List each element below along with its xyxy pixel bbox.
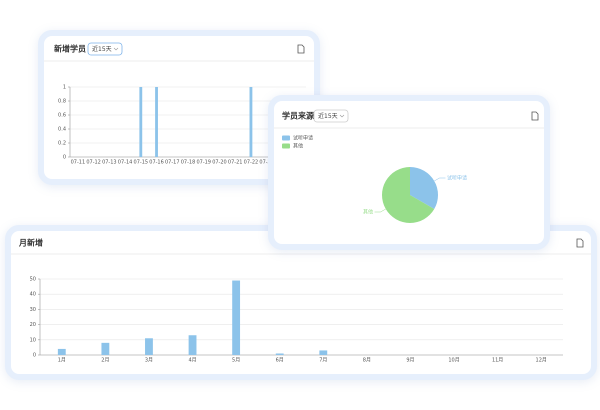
y-tick-label: 0.2 — [58, 141, 66, 147]
x-tick-label: 6月 — [276, 358, 284, 364]
dropdown-label: 近15天 — [92, 45, 112, 53]
legend-label: 试听申请 — [293, 135, 313, 142]
dropdown-arrow — [113, 47, 119, 51]
pie-slice — [410, 167, 439, 209]
card: 月新增 0 10 20 30 40 50 1月 2月 3月 4月 5月 6月 7月 8月 9月 10月 11月 1… — [5, 225, 597, 380]
y-tick-label: 50 — [30, 277, 36, 283]
bar — [319, 350, 328, 355]
x-tick-label: 07-13 — [102, 160, 117, 166]
y-tick-label: 1 — [63, 85, 66, 91]
bar — [155, 87, 158, 157]
x-tick-label: 5月 — [232, 358, 240, 364]
legend-swatch — [282, 135, 290, 141]
x-tick-label: 2月 — [101, 358, 109, 364]
x-tick-label: 07-19 — [196, 160, 211, 166]
slice-label: 其他 — [363, 209, 373, 216]
y-tick-label: 0 — [63, 155, 66, 161]
slice-label: 试听申请 — [447, 175, 467, 182]
pie-slice — [382, 167, 435, 223]
chart-title: 新增学员 — [54, 44, 86, 54]
bar — [57, 348, 66, 355]
y-tick-label: 0.8 — [58, 99, 66, 105]
x-tick-label: 4月 — [188, 358, 196, 364]
x-tick-label: 10月 — [448, 358, 459, 364]
x-tick-label: 12月 — [536, 358, 547, 364]
y-tick-label: 30 — [30, 307, 36, 313]
x-tick-label: 07-20 — [212, 160, 227, 166]
x-tick-label: 07-15 — [134, 160, 149, 166]
dropdown[interactable] — [87, 42, 123, 56]
x-tick-label: 07-18 — [181, 160, 196, 166]
y-tick-label: 10 — [30, 337, 36, 343]
legend-swatch — [282, 143, 290, 149]
x-tick-label: 07-11 — [71, 160, 86, 166]
x-tick-label: 07-23 — [259, 160, 274, 166]
card: 学员来源 近15天 试听申请 试听申请 其他 其他 — [268, 95, 550, 250]
x-tick-label: 07-17 — [165, 160, 180, 166]
x-tick-label: 11月 — [492, 358, 503, 364]
x-tick-label: 9月 — [406, 358, 414, 364]
x-tick-label: 7月 — [319, 358, 327, 364]
y-tick-label: 20 — [30, 322, 36, 328]
legend-label: 其他 — [293, 143, 303, 150]
x-tick-label: 07-22 — [244, 160, 259, 166]
bar — [249, 87, 253, 157]
y-tick-label: 0 — [33, 353, 36, 359]
export-icon[interactable] — [576, 238, 584, 248]
dropdown[interactable] — [313, 109, 349, 123]
x-tick-label: 07-21 — [228, 160, 243, 166]
chart-title: 月新增 — [18, 238, 43, 248]
x-tick-label: 8月 — [363, 358, 371, 364]
chart: 月新增 0 10 20 30 40 50 1月 2月 3月 4月 5月 6月 7月 8月 9月 10月 11月 1… — [11, 238, 591, 364]
export-icon[interactable] — [531, 111, 539, 121]
x-tick-label: 07-16 — [149, 160, 164, 166]
x-tick-label: 07-14 — [118, 160, 133, 166]
y-tick-label: 0.4 — [58, 127, 66, 133]
dropdown-arrow — [339, 114, 345, 118]
label-line — [434, 177, 446, 182]
bar — [188, 335, 197, 355]
export-icon[interactable] — [297, 44, 305, 54]
x-tick-label: 1月 — [58, 358, 66, 364]
y-tick-label: 40 — [30, 292, 36, 298]
bar — [275, 353, 284, 355]
y-tick-label: 0.6 — [58, 113, 66, 119]
label-line — [374, 208, 386, 213]
bar — [101, 342, 110, 355]
bar — [232, 280, 241, 355]
bar — [139, 87, 143, 157]
bar — [145, 338, 153, 355]
dropdown-label: 近15天 — [318, 112, 338, 120]
x-tick-label: 07-12 — [86, 160, 101, 166]
x-tick-label: 3月 — [145, 358, 153, 364]
chart-title: 学员来源 — [282, 111, 314, 121]
